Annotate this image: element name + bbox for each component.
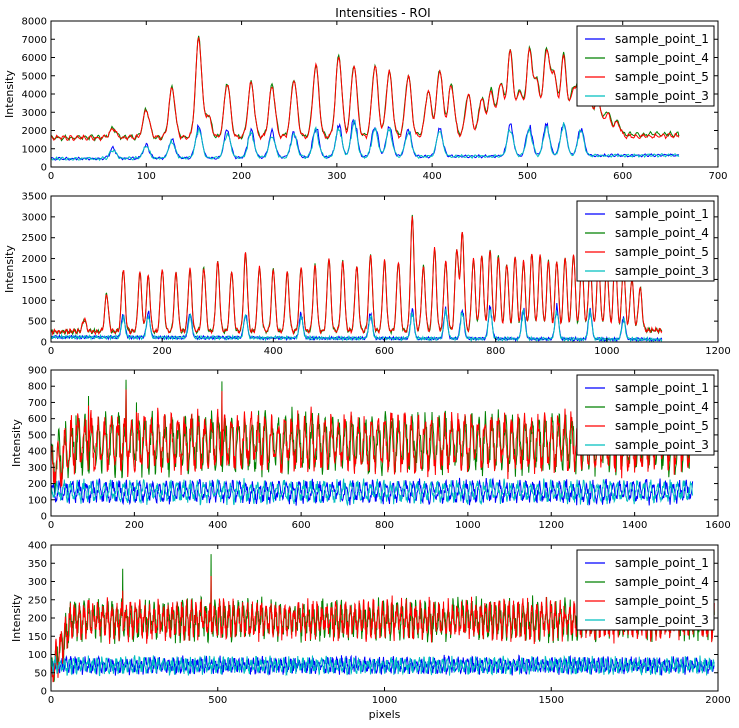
legend-label-sample_point_5: sample_point_5 xyxy=(615,419,709,433)
y-tick-label: 0 xyxy=(41,687,47,698)
y-tick-label: 1000 xyxy=(22,296,47,307)
series-line-sample_point_3 xyxy=(51,308,663,342)
y-tick-label: 5000 xyxy=(22,71,47,82)
y-tick-label: 300 xyxy=(28,577,47,588)
y-tick-label: 3500 xyxy=(22,192,47,203)
legend-label-sample_point_4: sample_point_4 xyxy=(615,575,709,589)
y-tick-label: 100 xyxy=(28,650,47,661)
y-tick-label: 400 xyxy=(28,447,47,458)
x-tick-label: 500 xyxy=(518,171,537,182)
x-tick-label: 1000 xyxy=(455,520,480,531)
y-tick-label: 0 xyxy=(41,512,47,523)
legend-label-sample_point_4: sample_point_4 xyxy=(615,226,709,240)
x-tick-label: 600 xyxy=(375,346,394,357)
y-axis-label: Intensity xyxy=(3,245,16,293)
series-line-sample_point_3 xyxy=(51,478,694,507)
y-tick-label: 2000 xyxy=(22,126,47,137)
y-tick-label: 8000 xyxy=(22,17,47,28)
y-axis-label: Intensity xyxy=(10,594,23,642)
legend-label-sample_point_5: sample_point_5 xyxy=(615,70,709,84)
x-tick-label: 1000 xyxy=(372,695,397,706)
y-tick-label: 250 xyxy=(28,595,47,606)
x-tick-label: 400 xyxy=(423,171,442,182)
x-tick-label: 600 xyxy=(613,171,632,182)
y-tick-label: 300 xyxy=(28,463,47,474)
y-axis-label: Intensity xyxy=(10,419,23,467)
series-line-sample_point_5 xyxy=(51,37,680,142)
x-tick-label: 300 xyxy=(327,171,346,182)
legend-label-sample_point_1: sample_point_1 xyxy=(615,556,709,570)
legend-label-sample_point_3: sample_point_3 xyxy=(615,89,709,103)
x-tick-label: 200 xyxy=(125,520,144,531)
x-tick-label: 1000 xyxy=(594,346,619,357)
legend-label-sample_point_5: sample_point_5 xyxy=(615,594,709,608)
y-tick-label: 7000 xyxy=(22,35,47,46)
y-tick-label: 900 xyxy=(28,366,47,377)
series-line-sample_point_3 xyxy=(51,654,715,677)
y-tick-label: 700 xyxy=(28,398,47,409)
x-tick-label: 200 xyxy=(232,171,251,182)
x-tick-label: 100 xyxy=(137,171,156,182)
y-tick-label: 500 xyxy=(28,317,47,328)
x-tick-label: 1500 xyxy=(539,695,564,706)
x-tick-label: 1200 xyxy=(705,346,730,357)
y-tick-label: 4000 xyxy=(22,90,47,101)
y-tick-label: 2500 xyxy=(22,233,47,244)
y-tick-label: 0 xyxy=(41,163,47,174)
y-tick-label: 1000 xyxy=(22,144,47,155)
x-tick-label: 500 xyxy=(208,695,227,706)
x-tick-label: 400 xyxy=(208,520,227,531)
y-tick-label: 3000 xyxy=(22,212,47,223)
legend-label-sample_point_1: sample_point_1 xyxy=(615,32,709,46)
x-tick-label: 800 xyxy=(486,346,505,357)
y-axis-label: Intensity xyxy=(3,70,16,118)
y-tick-label: 200 xyxy=(28,479,47,490)
y-tick-label: 0 xyxy=(41,338,47,349)
x-tick-label: 2000 xyxy=(705,695,730,706)
series-line-sample_point_4 xyxy=(51,35,680,142)
legend-label-sample_point_3: sample_point_3 xyxy=(615,613,709,627)
legend-label-sample_point_3: sample_point_3 xyxy=(615,264,709,278)
y-tick-label: 50 xyxy=(34,668,47,679)
legend-label-sample_point_3: sample_point_3 xyxy=(615,438,709,452)
y-tick-label: 100 xyxy=(28,495,47,506)
legend-label-sample_point_4: sample_point_4 xyxy=(615,400,709,414)
x-axis-label: pixels xyxy=(369,708,401,721)
x-tick-label: 700 xyxy=(708,171,727,182)
x-tick-label: 0 xyxy=(48,520,54,531)
figure-title: Intensities - ROI xyxy=(335,6,430,20)
series-line-sample_point_1 xyxy=(51,654,715,676)
x-tick-label: 1600 xyxy=(705,520,730,531)
legend-label-sample_point_4: sample_point_4 xyxy=(615,51,709,65)
x-tick-label: 0 xyxy=(48,171,54,182)
y-tick-label: 1500 xyxy=(22,275,47,286)
y-tick-label: 150 xyxy=(28,632,47,643)
x-tick-label: 1200 xyxy=(539,520,564,531)
y-tick-label: 200 xyxy=(28,614,47,625)
y-tick-label: 500 xyxy=(28,430,47,441)
y-tick-label: 350 xyxy=(28,559,47,570)
x-tick-label: 600 xyxy=(292,520,311,531)
y-tick-label: 800 xyxy=(28,382,47,393)
y-tick-label: 400 xyxy=(28,541,47,552)
x-tick-label: 800 xyxy=(375,520,394,531)
series-line-sample_point_3 xyxy=(51,118,680,162)
y-tick-label: 3000 xyxy=(22,108,47,119)
series-line-sample_point_5 xyxy=(51,216,663,336)
x-tick-label: 0 xyxy=(48,346,54,357)
y-tick-label: 2000 xyxy=(22,254,47,265)
x-tick-label: 200 xyxy=(153,346,172,357)
y-tick-label: 6000 xyxy=(22,53,47,64)
legend-label-sample_point_1: sample_point_1 xyxy=(615,381,709,395)
x-tick-label: 0 xyxy=(48,695,54,706)
x-tick-label: 400 xyxy=(264,346,283,357)
legend-label-sample_point_1: sample_point_1 xyxy=(615,207,709,221)
x-tick-label: 1400 xyxy=(622,520,647,531)
y-tick-label: 600 xyxy=(28,414,47,425)
legend-label-sample_point_5: sample_point_5 xyxy=(615,245,709,259)
